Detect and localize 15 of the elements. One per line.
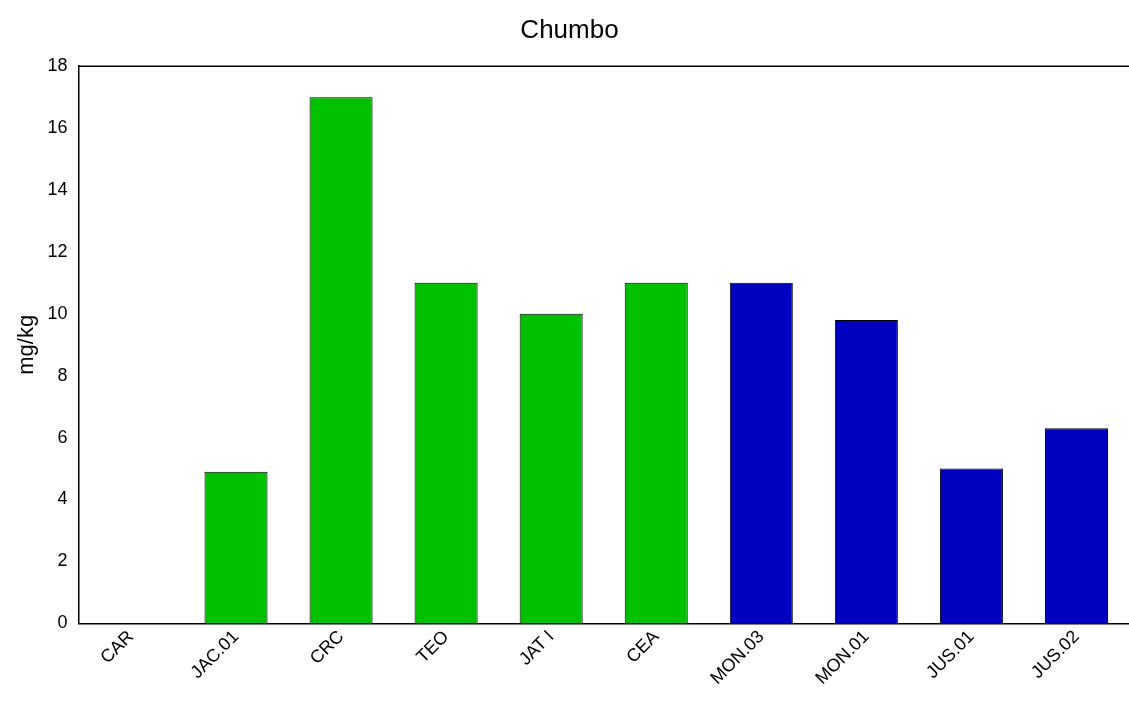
y-tick-label: 16 [47,117,68,138]
y-axis-title: mg/kg [13,314,39,375]
x-tick-label: CEA [622,626,663,667]
y-tick-label: 0 [57,612,68,633]
x-tick-label: TEO [412,626,453,667]
y-tick-label: 18 [47,55,68,76]
chart-title: Chumbo [520,13,619,44]
y-tick-label: 4 [57,488,68,509]
y-tick-label: 10 [47,302,68,323]
y-tick-label: 2 [57,550,68,571]
y-tick-label: 12 [47,240,68,261]
y-tick-label: 6 [57,426,68,447]
y-tick-label: 14 [47,178,68,199]
x-tick-label: JAT I [514,626,558,669]
y-tick-label: 8 [57,364,68,385]
